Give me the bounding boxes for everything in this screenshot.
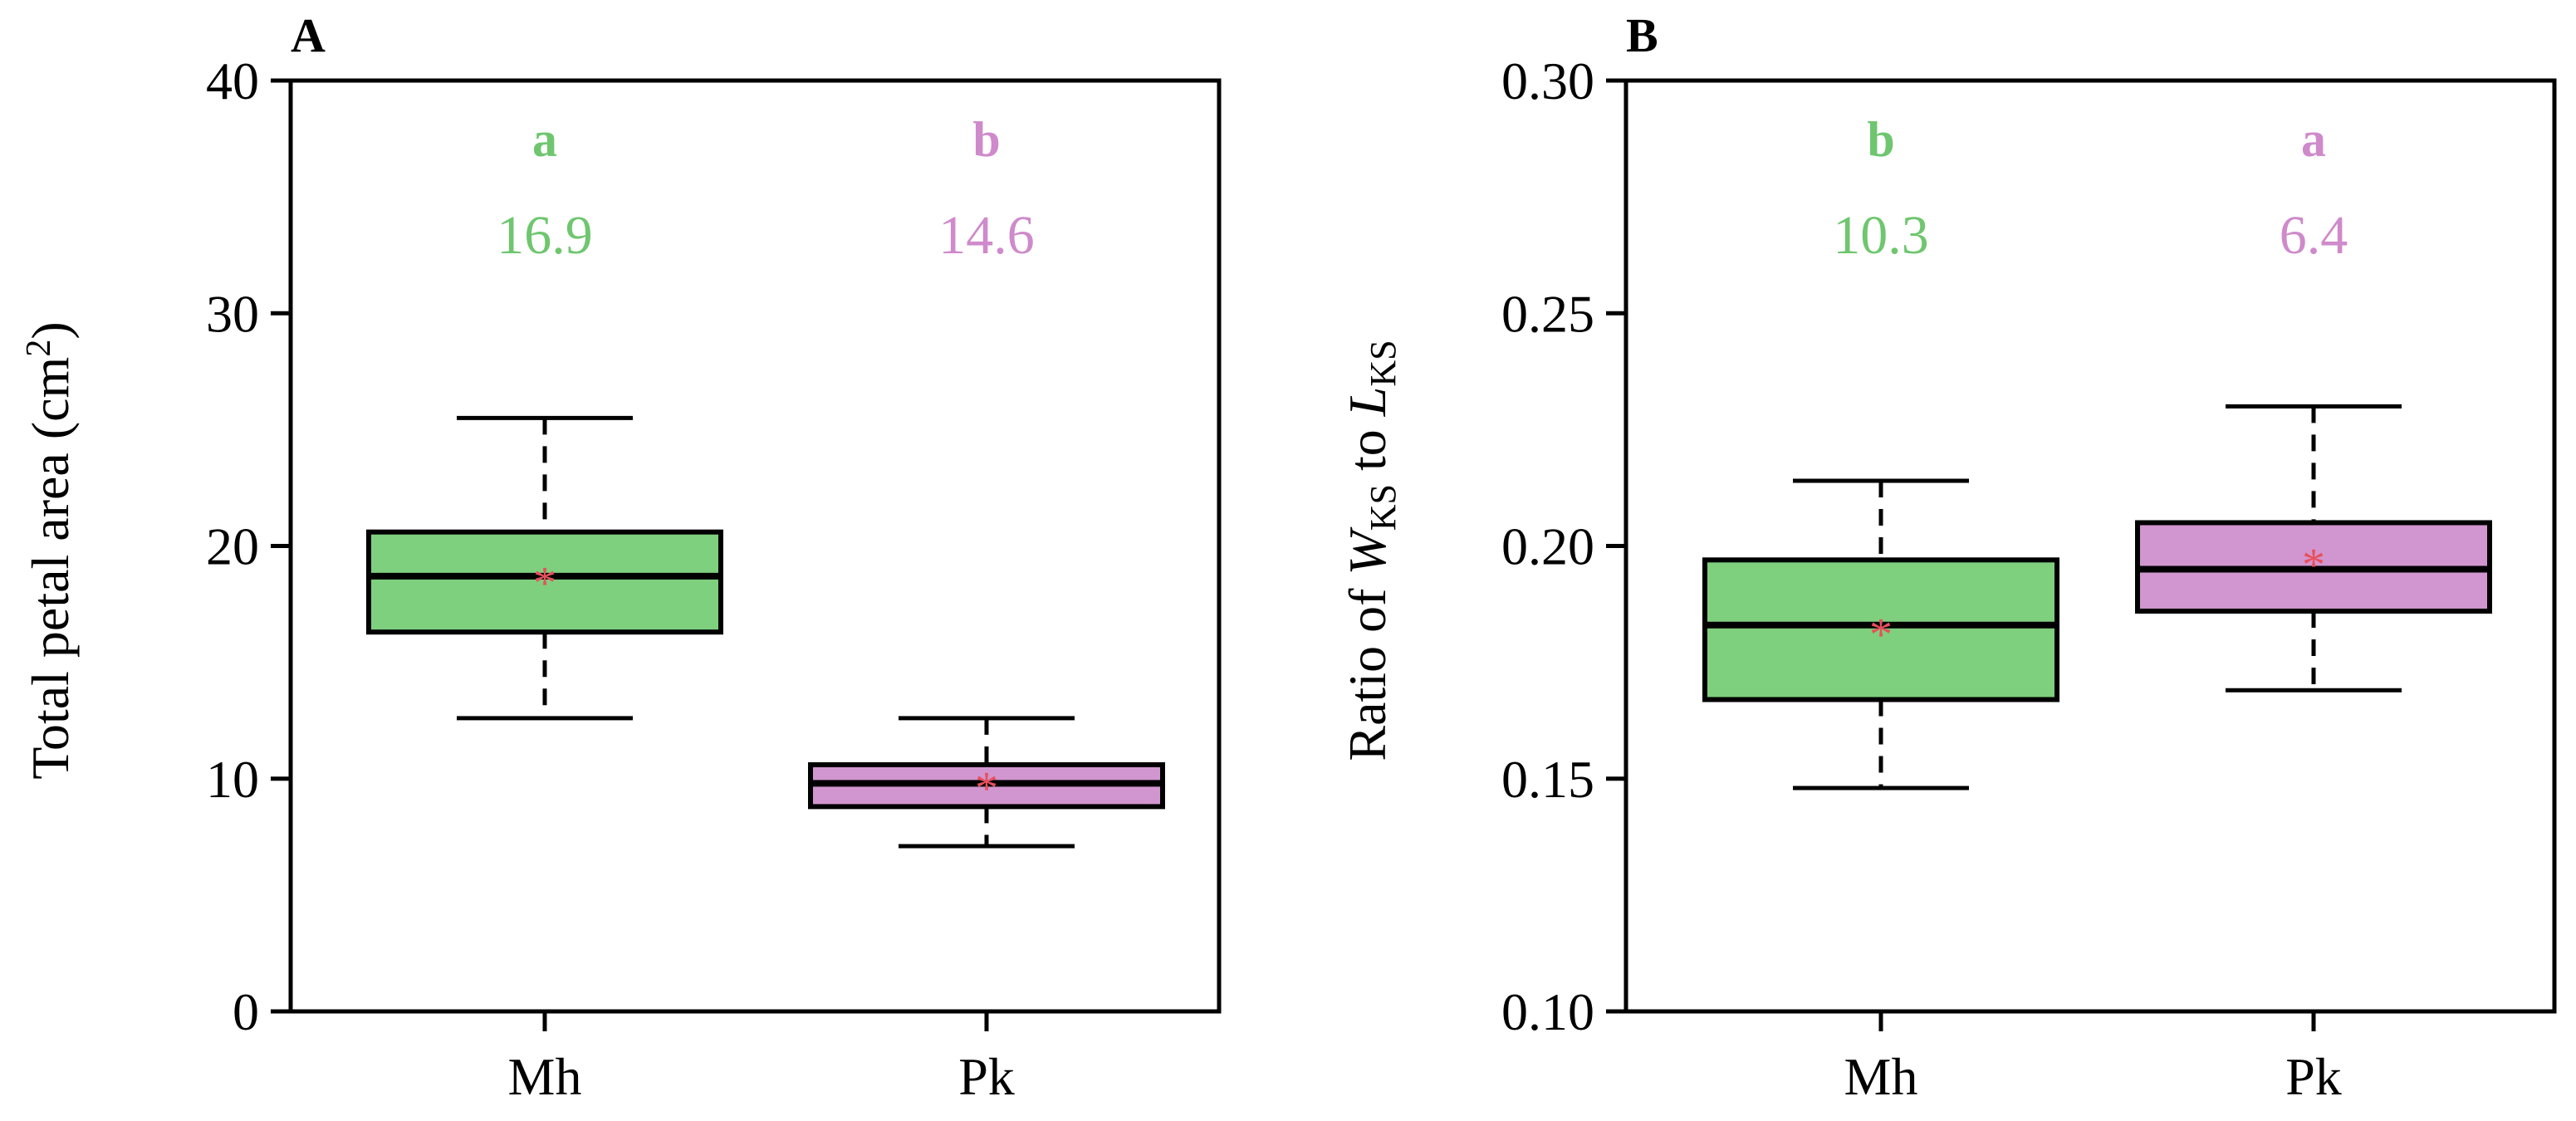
mean-marker: * [2302, 539, 2325, 590]
panel-a: A Total petal area (cm2) 0 10 20 30 40 Mh Pk * a… [20, 8, 1222, 1106]
x-tick-label: Mh [508, 1047, 582, 1106]
cv-value: 10.3 [1833, 205, 1929, 266]
panel-b-y-axis-label: Ratio of WKS to LKS [1338, 340, 1403, 761]
y-tick-label: 40 [206, 51, 259, 110]
y-tick-label: 30 [206, 284, 259, 343]
x-tick-label: Mh [1844, 1047, 1918, 1106]
y-tick-label: 0.10 [1501, 982, 1594, 1041]
y-tick-label: 0.30 [1501, 51, 1594, 110]
significance-letter: b [972, 112, 1000, 167]
panel-a-y-axis-label: Total petal area (cm2) [20, 321, 80, 779]
significance-letter: a [532, 112, 557, 167]
panel-a-label: A [291, 8, 326, 62]
x-tick-label: Pk [958, 1047, 1015, 1106]
box-mh [1702, 557, 2059, 702]
panel-b-label: B [1626, 8, 1658, 62]
y-tick-label: 0.25 [1501, 284, 1594, 343]
mean-marker: * [533, 558, 556, 609]
cv-value: 16.9 [497, 205, 593, 266]
y-tick-label: 0.15 [1501, 750, 1594, 809]
mean-marker: * [1869, 609, 1893, 660]
y-tick-label: 0 [233, 982, 259, 1041]
significance-letter: b [1867, 112, 1894, 167]
box-mh [366, 529, 723, 635]
panel-b-plot-area: 0.10 0.15 0.20 0.25 0.30 Mh Pk * b 10.3 * a 6.4 [1501, 51, 2557, 1106]
significance-letter: a [2301, 112, 2326, 167]
y-tick-label: 20 [206, 517, 259, 576]
mean-marker: * [975, 762, 998, 814]
cv-value: 6.4 [2280, 205, 2348, 266]
panel-a-plot-area: 0 10 20 30 40 Mh Pk * a 16.9 * b 14.6 [206, 51, 1222, 1106]
panel-b: B Ratio of WKS to LKS 0.100.150.200.250.… [1338, 8, 2557, 1106]
cv-value: 14.6 [938, 205, 1035, 266]
y-tick-label: 0.20 [1501, 517, 1594, 576]
y-tick-label: 10 [206, 750, 259, 809]
x-tick-label: Pk [2285, 1047, 2342, 1106]
